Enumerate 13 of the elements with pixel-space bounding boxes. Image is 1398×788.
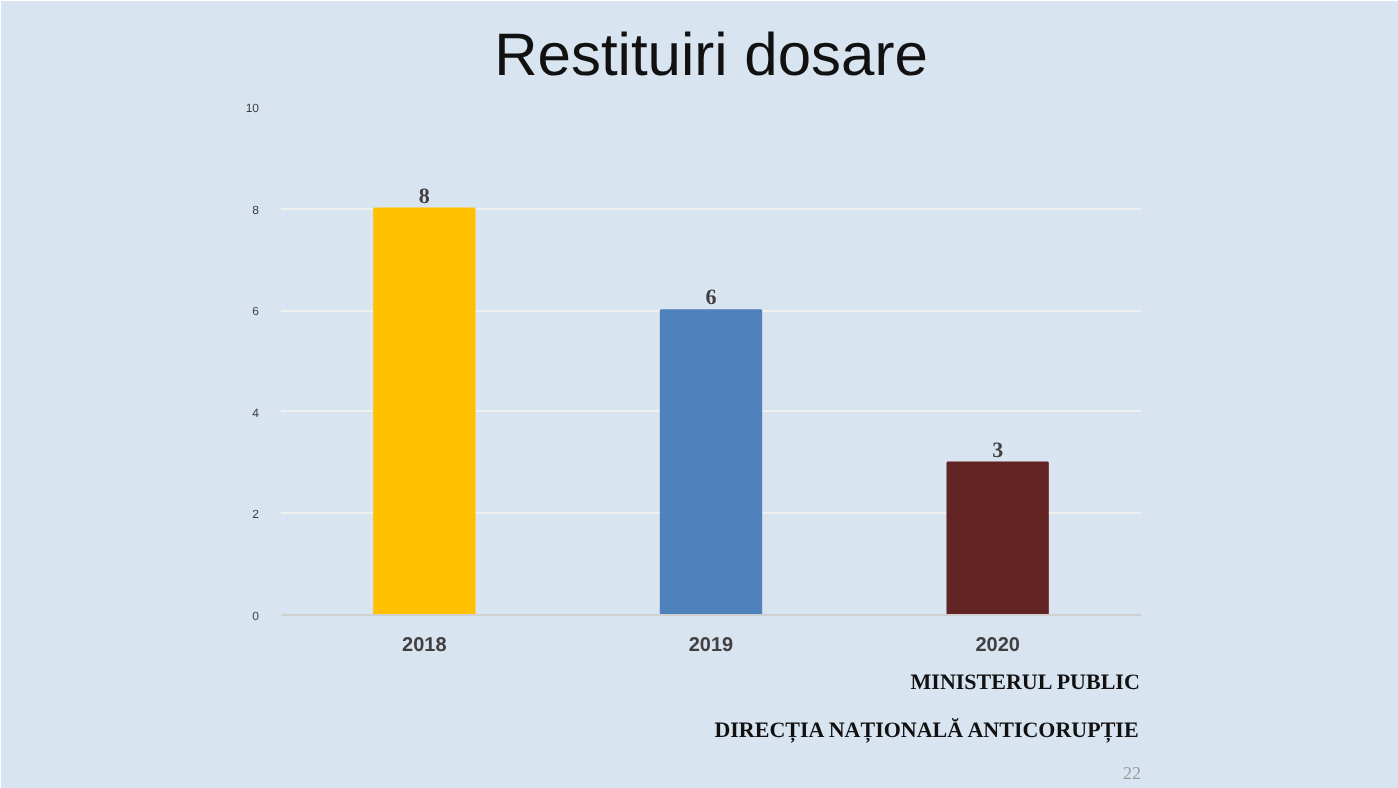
bar bbox=[659, 309, 763, 615]
x-tick-label: 2018 bbox=[402, 635, 448, 657]
bar bbox=[373, 207, 476, 615]
x-tick-label: 2019 bbox=[688, 635, 735, 657]
x-tick-label: 2020 bbox=[975, 635, 1021, 657]
data-label: 3 bbox=[992, 438, 1005, 463]
text: MINISTERUL PUBLIC bbox=[910, 671, 1140, 695]
text: DIRECȚIA NAȚIONALĂ ANTICORUPȚIE bbox=[714, 717, 1139, 743]
bar bbox=[946, 461, 1049, 615]
text: 22 bbox=[1123, 763, 1141, 783]
chart-title: Restituiri dosare bbox=[494, 23, 928, 89]
data-label: 6 bbox=[705, 286, 718, 311]
data-label: 8 bbox=[418, 184, 431, 209]
